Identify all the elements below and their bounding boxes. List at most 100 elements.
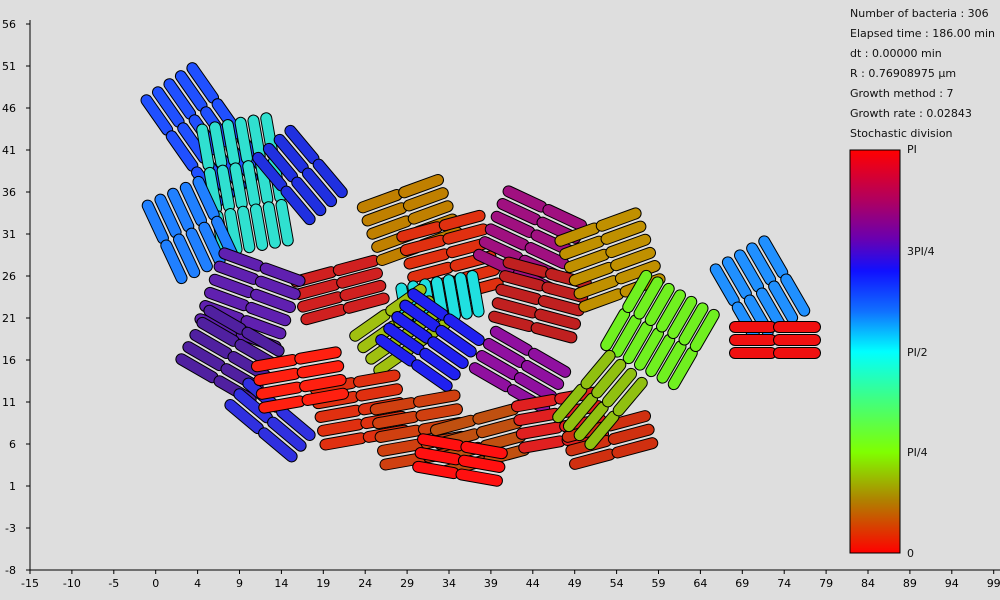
bacterium xyxy=(585,411,619,450)
bacterium xyxy=(596,208,641,231)
bacterium xyxy=(415,448,462,465)
bacterium xyxy=(668,296,697,339)
bacterium xyxy=(503,186,547,212)
bacterium xyxy=(253,152,287,191)
bacterium xyxy=(337,268,382,288)
bacterium xyxy=(634,277,663,319)
bacterium xyxy=(313,159,347,198)
bacterium xyxy=(657,341,686,383)
bacterium xyxy=(461,441,507,459)
radius-label: R : 0.76908975 µm xyxy=(850,67,957,80)
x-tick-label: 99 xyxy=(987,577,1000,590)
x-tick-label: 54 xyxy=(610,577,624,590)
bacterium xyxy=(439,210,485,231)
bacterium xyxy=(535,309,581,329)
y-tick-label: 26 xyxy=(2,270,16,283)
bacterium xyxy=(485,224,529,250)
bacterium xyxy=(565,249,609,273)
bacterium xyxy=(479,237,523,263)
bacterium xyxy=(302,388,349,405)
bacterium xyxy=(543,204,587,231)
bacterium xyxy=(259,428,297,462)
bacterium xyxy=(357,190,402,213)
bacterium xyxy=(340,280,386,301)
y-tick-label: 51 xyxy=(2,60,16,73)
bacterium xyxy=(276,199,293,246)
bacterium xyxy=(255,276,300,299)
bacterium xyxy=(250,204,268,250)
x-tick-label: 94 xyxy=(945,577,959,590)
bacterium xyxy=(212,216,238,260)
bacterium xyxy=(635,328,663,370)
x-tick-label: 89 xyxy=(903,577,917,590)
bacterium xyxy=(292,177,326,216)
bacterium xyxy=(601,221,646,244)
bacterium xyxy=(235,117,252,164)
bacterium xyxy=(404,249,450,269)
bacterium xyxy=(400,300,440,332)
colorbar-label-zero: 0 xyxy=(907,547,914,560)
bacterium xyxy=(343,293,389,313)
bacterium xyxy=(612,438,658,458)
bacterium xyxy=(228,352,270,380)
bacterium xyxy=(759,236,788,278)
bacterium xyxy=(274,134,308,173)
x-tick-label: 4 xyxy=(194,577,201,590)
bacterium xyxy=(204,167,222,214)
y-tick-label: 11 xyxy=(2,396,16,409)
bacterium xyxy=(205,287,249,311)
y-tick-label: 41 xyxy=(2,144,16,157)
bacterium xyxy=(246,302,291,326)
bacterium xyxy=(199,222,225,266)
x-tick-label: 64 xyxy=(693,577,707,590)
bacterium xyxy=(443,275,460,321)
bacterium xyxy=(260,263,305,286)
bacterium xyxy=(168,188,194,232)
bacterium xyxy=(256,382,303,399)
bacterium xyxy=(679,303,708,345)
y-tick-label: 1 xyxy=(9,480,16,493)
bacterium xyxy=(747,243,776,285)
bacterium xyxy=(444,314,484,346)
bacterium xyxy=(141,95,173,135)
bacterium xyxy=(497,199,541,225)
x-tick-label: 19 xyxy=(316,577,330,590)
bacterium xyxy=(690,309,719,352)
bacterium xyxy=(757,288,785,330)
bacterium xyxy=(356,384,402,401)
bacterium xyxy=(560,236,605,259)
bacterium xyxy=(186,228,212,272)
bacterium xyxy=(277,406,315,440)
bacterium xyxy=(241,316,286,339)
bacteria-colony xyxy=(140,62,821,487)
y-tick-label: 31 xyxy=(2,228,16,241)
bacterium xyxy=(318,419,364,436)
bacterium xyxy=(217,165,234,212)
bacterium xyxy=(489,311,534,332)
bacterium xyxy=(285,125,319,164)
bacterium xyxy=(418,434,464,451)
y-tick-label: 46 xyxy=(2,102,16,115)
bacterium xyxy=(612,315,641,357)
bacterium xyxy=(222,120,240,166)
x-tick-label: -5 xyxy=(108,577,119,590)
bacterium xyxy=(298,292,343,312)
x-tick-label: 39 xyxy=(484,577,498,590)
bacterium xyxy=(511,395,558,412)
bacterium xyxy=(400,235,446,256)
bacterium xyxy=(521,360,564,389)
y-tick-label: 6 xyxy=(9,438,16,451)
y-tick-label: 56 xyxy=(2,18,16,31)
x-tick-label: 24 xyxy=(358,577,372,590)
bacterium xyxy=(367,216,412,239)
bacterium xyxy=(214,261,259,284)
bacteria-count-label: Number of bacteria : 306 xyxy=(850,7,989,20)
bacterium xyxy=(531,323,577,343)
bacterium xyxy=(373,411,419,429)
colorbar-label-pi: PI xyxy=(907,143,917,156)
bacterium xyxy=(297,361,344,378)
bacterium xyxy=(248,115,265,162)
x-axis-ticks: -15 -10 -5 0 4 9 14 19 24 29 34 39 44 49 54 59 64 69 74 79 8… xyxy=(21,570,1000,590)
bacterium xyxy=(579,289,624,312)
x-tick-label: 69 xyxy=(735,577,749,590)
